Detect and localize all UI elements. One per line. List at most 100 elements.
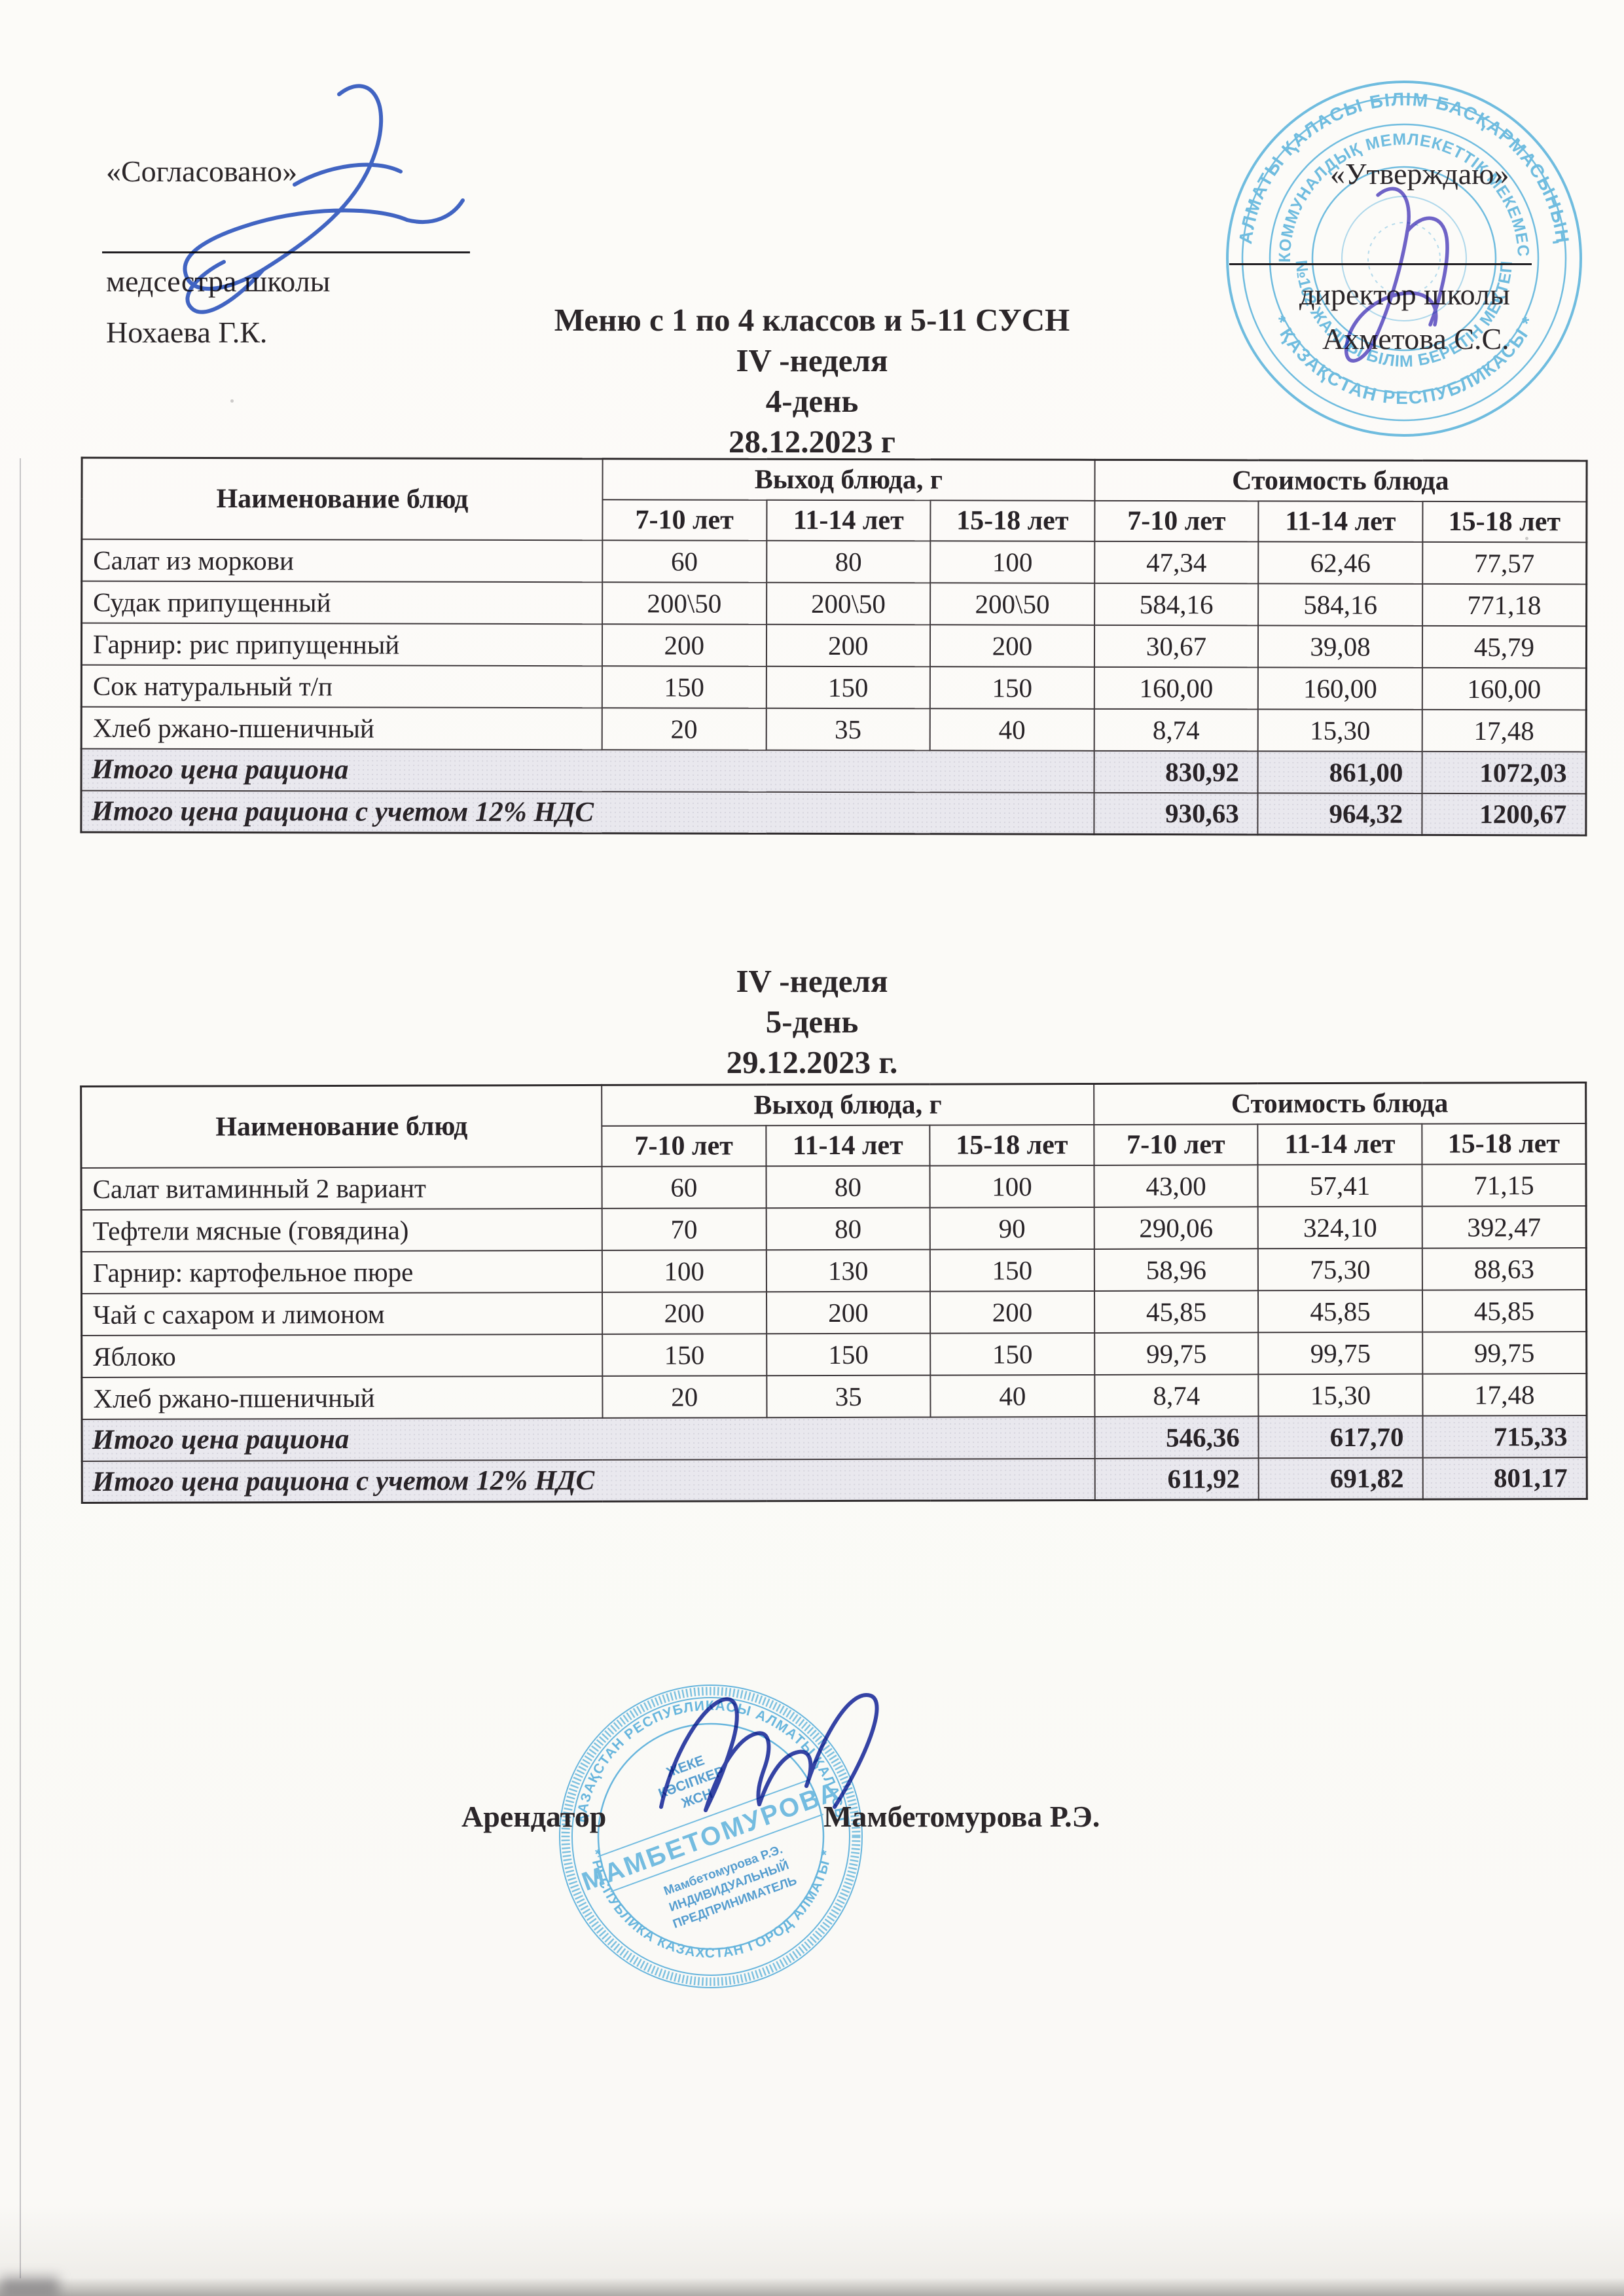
menu2-date: 29.12.2023 г. xyxy=(726,1044,898,1080)
age-header: 7-10 лет xyxy=(602,499,767,541)
menu-row: Хлеб ржано-пшеничный 20 35 40 8,74 15,30 17,48 xyxy=(81,1373,1587,1419)
output-value: 80 xyxy=(766,1165,930,1208)
total-row: Итого цена рациона 830,92 861,00 1072,03 xyxy=(81,748,1587,793)
cost-value: 45,85 xyxy=(1422,1289,1587,1332)
cost-value: 30,67 xyxy=(1094,625,1259,667)
entrepreneur-round-stamp: ҚАЗАҚСТАН РЕСПУБЛИКАСЫ АЛМАТЫ ҚАЛАСЫ * Р… xyxy=(559,1685,863,1988)
menu-row: Чай с сахаром и лимоном 200 200 200 45,85 45,… xyxy=(81,1289,1587,1336)
output-value: 150 xyxy=(929,1248,1094,1292)
scan-edge-line xyxy=(20,458,21,2278)
output-value: 200 xyxy=(766,1291,931,1334)
menu1-table: Наименование блюд Выход блюда, г Стоимос… xyxy=(80,456,1588,837)
output-value: 200\50 xyxy=(766,582,931,625)
scan-speck xyxy=(230,399,234,403)
age-header: 15-18 лет xyxy=(930,500,1095,541)
menu1-title-block: Меню с 1 по 4 классов и 5-11 СУСН IV -не… xyxy=(0,300,1624,462)
menu2-title-block: IV -неделя 5-день 29.12.2023 г. xyxy=(0,961,1624,1083)
dish-name: Хлеб ржано-пшеничный xyxy=(81,1376,603,1419)
menu-row: Гарнир: картофельное пюре 100 130 150 58,96 7… xyxy=(81,1247,1587,1294)
menu-row: Гарнир: рис припущенный 200 200 200 30,67 39,… xyxy=(81,623,1587,668)
cost-value: 62,46 xyxy=(1258,541,1423,584)
dish-name: Яблоко xyxy=(81,1334,603,1377)
total-vat-value: 930,63 xyxy=(1094,792,1258,835)
cost-value: 57,41 xyxy=(1257,1164,1422,1207)
total-vat-value: 1200,67 xyxy=(1422,793,1587,835)
dish-name: Хлеб ржано-пшеничный xyxy=(81,706,602,750)
scan-corner-smudge xyxy=(0,2276,59,2296)
age-header: 11-14 лет xyxy=(1258,500,1423,542)
output-value: 40 xyxy=(929,708,1094,751)
cost-value: 392,47 xyxy=(1422,1205,1587,1248)
cost-value: 160,00 xyxy=(1258,666,1422,710)
total-vat-value: 611,92 xyxy=(1094,1457,1259,1501)
cost-value: 75,30 xyxy=(1258,1248,1422,1290)
output-value: 100 xyxy=(929,1165,1094,1208)
total-value: 546,36 xyxy=(1094,1415,1259,1459)
cost-value: 45,79 xyxy=(1422,625,1587,668)
cost-value: 45,85 xyxy=(1094,1290,1259,1333)
output-value: 20 xyxy=(602,707,767,750)
output-value: 200\50 xyxy=(930,582,1094,625)
menu-row: Тефтели мясные (говядина) 70 80 90 290,06 324… xyxy=(81,1205,1587,1252)
cost-value: 15,30 xyxy=(1258,1374,1423,1416)
age-header: 11-14 лет xyxy=(766,500,931,541)
cost-value: 71,15 xyxy=(1422,1163,1587,1207)
agreed-name: Нохаева Г.К. xyxy=(106,316,268,349)
agreed-role: медсестра школы xyxy=(106,264,331,298)
cost-value: 324,10 xyxy=(1257,1206,1422,1248)
cost-value: 15,30 xyxy=(1257,708,1422,752)
menu2-day: 5-день xyxy=(765,1004,859,1040)
signature-line-left xyxy=(102,251,470,253)
menu1-day: 4-день xyxy=(765,383,859,419)
scan-edge-shadow xyxy=(0,2278,1624,2296)
menu2-week: IV -неделя xyxy=(736,963,888,999)
menu2-table: Наименование блюд Выход блюда, г Стоимос… xyxy=(80,1081,1588,1504)
cost-value: 43,00 xyxy=(1094,1164,1258,1207)
cost-value: 160,00 xyxy=(1094,666,1259,709)
menu1-week: IV -неделя xyxy=(736,342,888,378)
nurse-signature xyxy=(183,84,465,314)
output-value: 150 xyxy=(930,1332,1095,1376)
output-value: 80 xyxy=(766,540,931,583)
dish-name: Салат из моркови xyxy=(81,539,603,582)
cost-value: 99,75 xyxy=(1258,1332,1423,1374)
scan-speck xyxy=(156,774,159,778)
cost-value: 771,18 xyxy=(1422,583,1587,626)
output-value: 100 xyxy=(930,540,1095,583)
output-value: 40 xyxy=(930,1374,1095,1417)
age-header: 15-18 лет xyxy=(1422,501,1587,542)
output-value: 90 xyxy=(929,1207,1094,1250)
menu-row: Яблоко 150 150 150 99,75 99,75 99,75 xyxy=(81,1331,1587,1377)
age-header: 11-14 лет xyxy=(1257,1123,1422,1165)
total-label: Итого цена рациона xyxy=(81,748,1094,793)
output-value: 150 xyxy=(929,666,1094,709)
output-value: 200\50 xyxy=(602,581,767,625)
dish-name: Судак припущенный xyxy=(81,581,603,624)
cost-value: 584,16 xyxy=(1258,583,1423,626)
total-row: Итого цена рациона 546,36 617,70 715,33 xyxy=(82,1415,1587,1461)
cost-value: 77,57 xyxy=(1422,541,1587,584)
menu-row: Сок натуральный т/п 150 150 150 160,00 160,00… xyxy=(81,665,1587,710)
age-header: 15-18 лет xyxy=(1422,1123,1586,1165)
total-vat-row: Итого цена рациона с учетом 12% НДС 611,… xyxy=(82,1457,1587,1503)
dish-name: Сок натуральный т/п xyxy=(81,665,602,708)
age-header: 15-18 лет xyxy=(929,1124,1094,1166)
menu-row: Салат витаминный 2 вариант 60 80 100 43,00 57… xyxy=(81,1163,1587,1210)
cost-value: 8,74 xyxy=(1094,1374,1259,1417)
cost-value: 39,08 xyxy=(1258,625,1422,668)
output-value: 200 xyxy=(766,624,931,666)
output-value: 150 xyxy=(766,1333,931,1376)
output-value: 200 xyxy=(602,1291,767,1334)
director-signature xyxy=(1344,187,1449,363)
output-value: 60 xyxy=(602,1165,767,1209)
cost-value: 58,96 xyxy=(1094,1248,1259,1291)
dish-name: Гарнир: картофельное пюре xyxy=(81,1250,602,1294)
total-vat-row: Итого цена рациона с учетом 12% НДС 930,… xyxy=(81,790,1587,835)
dish-name: Тефтели мясные (говядина) xyxy=(81,1208,602,1252)
agreed-title: «Согласовано» xyxy=(106,155,298,188)
output-value: 80 xyxy=(766,1207,930,1250)
total-value: 617,70 xyxy=(1258,1415,1423,1458)
col-header-output: Выход блюда, г xyxy=(602,1084,1094,1126)
cost-value: 99,75 xyxy=(1422,1331,1587,1374)
